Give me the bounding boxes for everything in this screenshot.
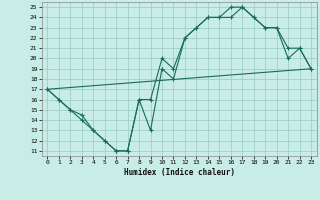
X-axis label: Humidex (Indice chaleur): Humidex (Indice chaleur) bbox=[124, 168, 235, 177]
